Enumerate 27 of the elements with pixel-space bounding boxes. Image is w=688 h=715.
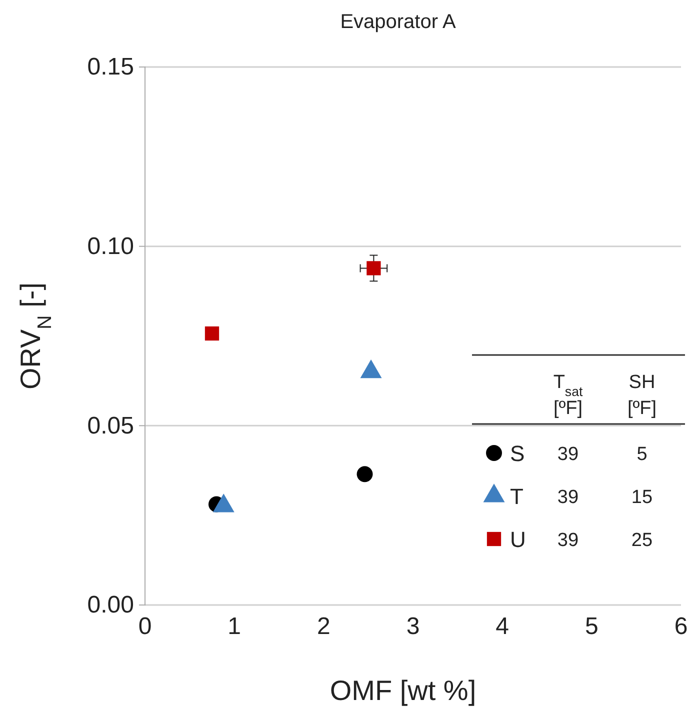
annotation: 39 (557, 487, 579, 508)
annotation: 39 (557, 444, 579, 465)
y-tick-label: 0.05 (87, 412, 134, 440)
y-tick-label: 0.00 (87, 592, 134, 619)
annotation: 39 (557, 530, 579, 551)
point (356, 466, 373, 482)
x-tick-label: 3 (406, 613, 420, 640)
point (366, 261, 381, 276)
annotation: 25 (631, 530, 653, 551)
annotation: SH [ºF] (627, 372, 657, 419)
legend-label: U (510, 527, 526, 552)
x-tick-label: 6 (674, 613, 688, 640)
x-tick-label: 2 (316, 613, 330, 640)
legend-label: S (510, 441, 525, 466)
chart-title: Evaporator A (340, 11, 456, 33)
legend-label: T (510, 484, 524, 509)
annotation: 5 (636, 444, 648, 465)
y-tick-label: 0.10 (87, 233, 134, 260)
x-axis-title: OMF [wt %] (330, 675, 476, 706)
annotation: T$_{sat}$ [ºF] (553, 372, 583, 419)
x-tick-label: 4 (496, 613, 510, 640)
y-tick-label: 0.15 (87, 54, 134, 81)
annotation: 15 (631, 487, 653, 508)
point (204, 326, 220, 341)
x-tick-label: 1 (228, 613, 242, 640)
x-tick-label: 5 (584, 613, 598, 640)
x-tick-label: 0 (138, 613, 152, 640)
